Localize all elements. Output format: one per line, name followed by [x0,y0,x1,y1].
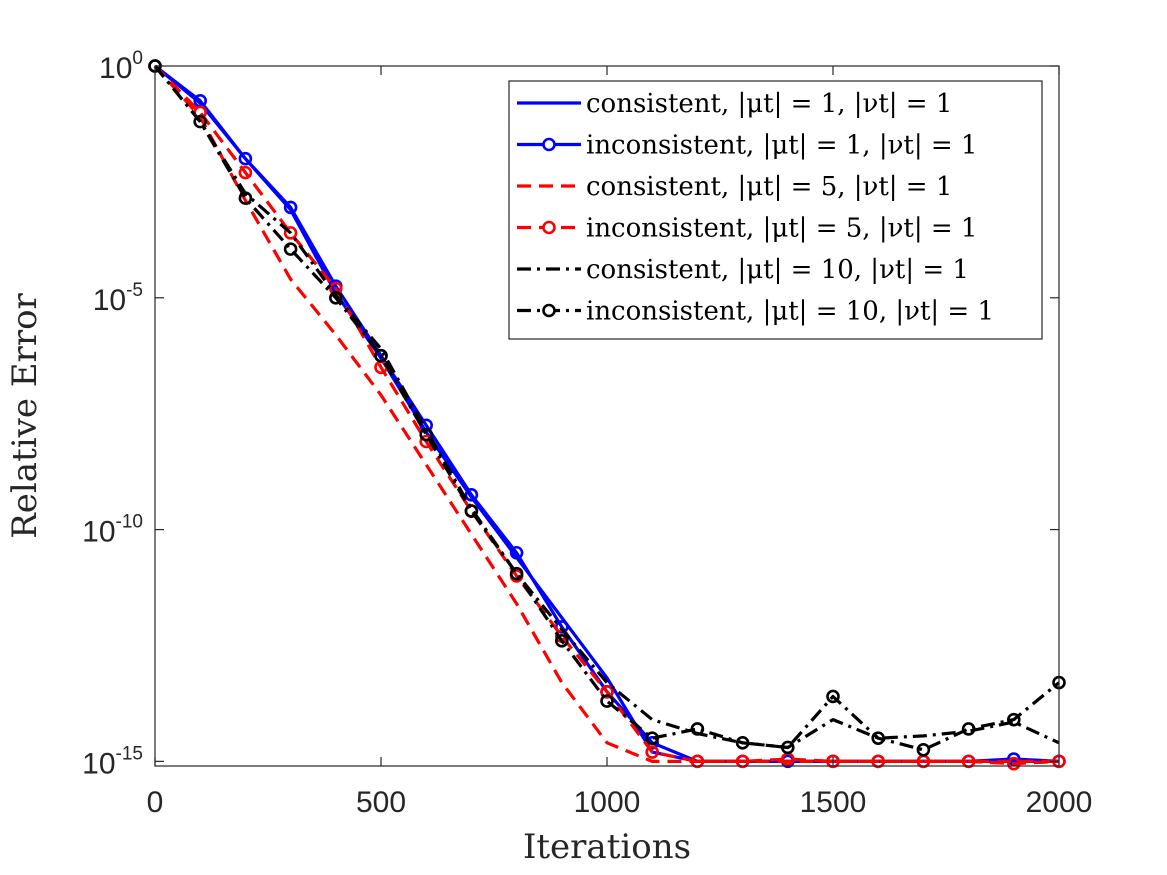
series-1-point [238,151,253,166]
legend-entry-3: inconsistent, |μt| = 5, |νt| = 1 [586,214,977,244]
y-tick-label: 10-10 [82,512,143,549]
series-3-point [826,754,840,769]
legend-marker-3 [542,220,556,235]
series-3-point [1006,756,1021,771]
series-3-point [735,754,750,769]
series-5-point [780,740,795,755]
x-tick-label: 500 [356,786,406,819]
series-5-point [826,689,840,704]
series-5-point [645,731,660,745]
series-line-2 [153,64,1059,764]
y-tick-base: 10 [82,747,115,780]
y-tick-label: 10-5 [93,280,143,317]
y-tick-base: 10 [93,284,126,317]
series-5-point [464,504,479,518]
legend-entry-2: consistent, |μt| = 5, |νt| = 1 [586,172,952,202]
series-5-point [374,348,388,363]
y-tick-exponent: -5 [126,280,143,301]
series-5-point [283,242,298,256]
series-line-4 [153,64,1060,750]
y-tick-base: 10 [82,516,115,549]
series-5-point [193,114,207,129]
legend-entry-5: inconsistent, |μt| = 10, |νt| = 1 [586,297,994,327]
legend-entry-4: consistent, |μt| = 10, |νt| = 1 [586,255,969,285]
series-5-point [238,191,253,205]
legend-marker-1 [542,137,556,152]
legend-box [508,80,1043,340]
x-axis-label: Iterations [523,827,691,867]
y-tick-label: 100 [99,48,143,85]
series-3-point [600,685,614,699]
series-5-point [735,736,750,750]
series-3-point [645,745,660,759]
x-tick-label: 1000 [574,786,641,819]
series-3-point [283,226,298,240]
legend-entry-1: inconsistent, |μt| = 1, |νt| = 1 [586,131,977,161]
series-5-point [961,722,976,736]
y-tick-base: 10 [99,52,132,85]
x-tick-label: 0 [147,786,164,819]
series-5-point [328,290,343,305]
legend: consistent, |μt| = 1, |νt| = 1 inconsiste… [508,80,1043,340]
series-3-point [961,754,976,769]
y-tick-exponent: 0 [132,48,143,69]
series-3-point [871,754,886,769]
series-3-point [690,754,705,769]
series-5-point [554,634,569,648]
series-1-point [509,545,524,560]
x-tick-label: 1500 [800,786,867,819]
series-5-point [419,427,434,442]
series-3-point [238,165,253,180]
y-axis-label: Relative Error [5,292,45,538]
series-5-point [1006,712,1021,727]
y-tick-exponent: -15 [116,743,143,764]
series-5-point [509,566,524,581]
series-line-5 [153,64,1061,752]
legend-entry-0: consistent, |μt| = 1, |νt| = 1 [586,89,952,119]
series-5-point [600,694,614,708]
x-tick-label: 2000 [1026,786,1093,819]
series-5-point [690,722,705,736]
y-tick-exponent: -10 [116,512,143,533]
series-layer [148,59,1066,771]
y-tick-label: 10-15 [82,743,143,780]
series-5-point [916,742,931,757]
legend-marker-5 [542,303,556,318]
series-line-3 [153,64,1060,766]
series-1-point [464,488,479,502]
series-1-point [283,200,298,215]
series-5-point [871,731,886,745]
